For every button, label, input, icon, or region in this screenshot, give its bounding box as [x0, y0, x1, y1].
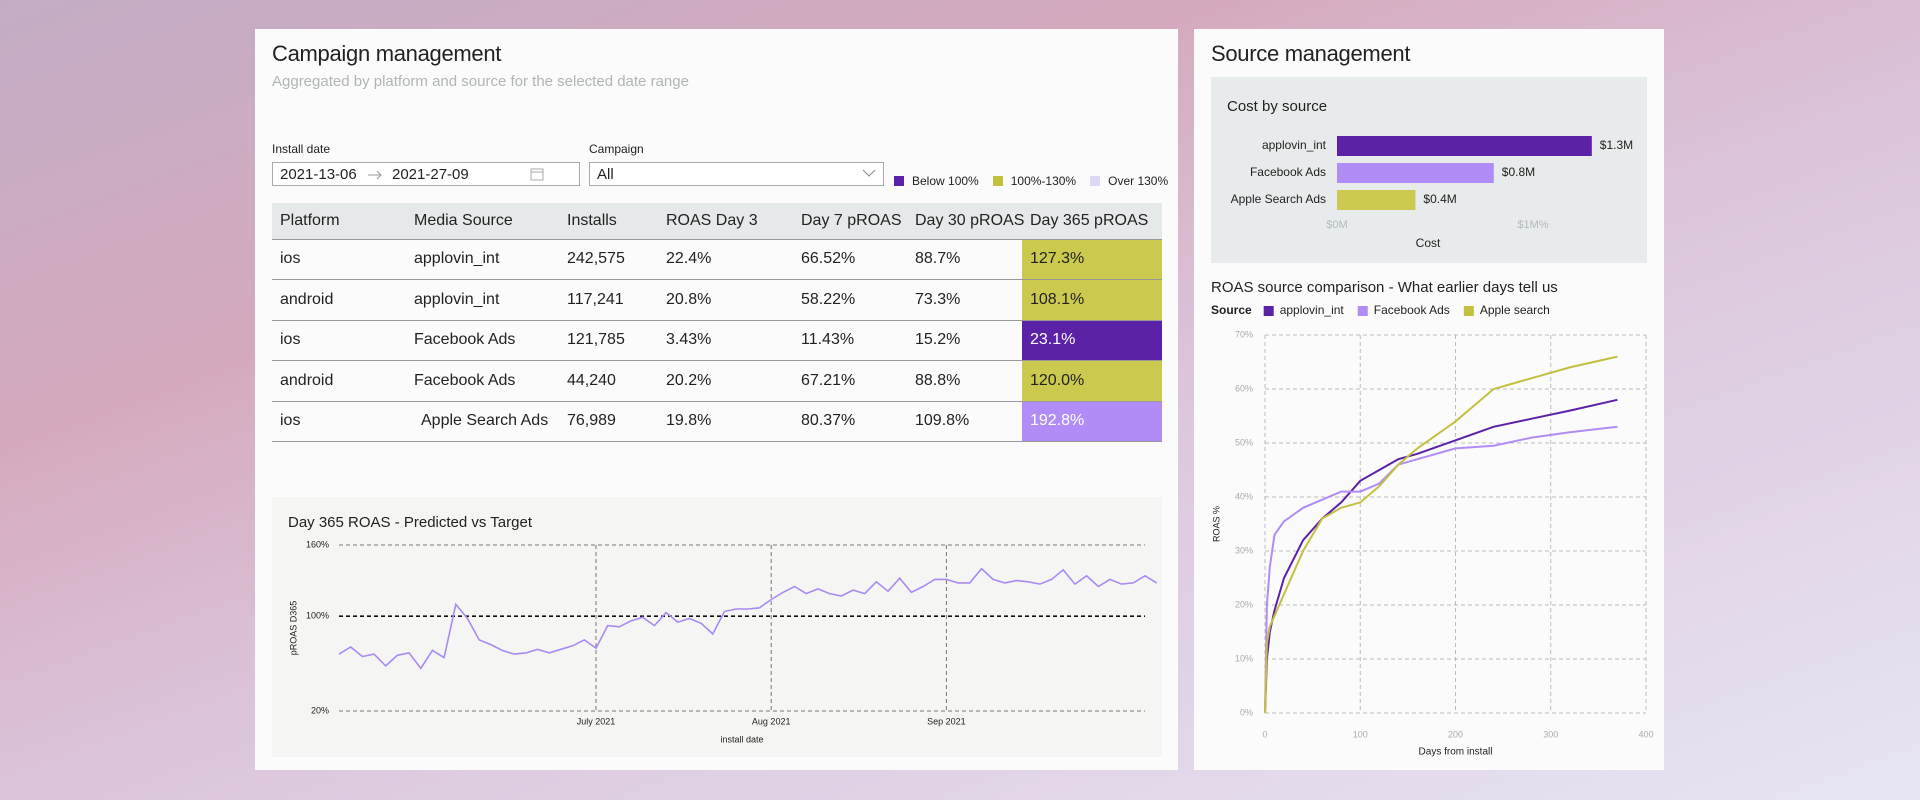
legend-swatch [894, 176, 904, 186]
calendar-icon [530, 168, 544, 181]
campaign-value: All [597, 166, 614, 183]
chart-box [1211, 77, 1647, 263]
legend-swatch [992, 176, 1003, 186]
filter-label: Campaign [589, 142, 644, 156]
chart-box [272, 497, 1162, 757]
table-cell: 23.1% [1022, 320, 1162, 361]
campaign-table: Platform Media Source Installs ROAS Day 3 Da… [272, 203, 1162, 442]
table-cell: 192.8% [1022, 401, 1162, 442]
date-range-input[interactable]: 2021-13-06 2021-27-09 [272, 162, 580, 186]
table-cell: 76,989 [559, 401, 658, 442]
column-header: Day 365 pROAS [1022, 203, 1162, 240]
campaign-table-wrap: Platform Media Source Installs ROAS Day 3 Da… [272, 203, 1162, 442]
campaign-select[interactable]: All [589, 162, 884, 186]
panel-title: Campaign management [272, 41, 502, 66]
color-legend: Below 100% 100%-130% Over 130% [894, 173, 1182, 191]
legend-swatch [1090, 176, 1101, 186]
date-start: 2021-13-06 [280, 166, 357, 183]
table-cell: 108.1% [1022, 279, 1162, 321]
panel-title: Source management [1211, 41, 1411, 66]
column-header: Installs [559, 203, 658, 240]
table-row: android applovin_int 117,241 20.8% 58.22% 73.… [272, 279, 1162, 321]
table-cell: Facebook Ads [406, 320, 559, 361]
arrow-icon [368, 170, 382, 180]
table-cell: 88.7% [907, 239, 1022, 280]
table-cell: 121,785 [559, 320, 658, 361]
table-cell: 20.8% [658, 279, 793, 321]
table-cell: 117,241 [559, 279, 658, 321]
table-cell: android [272, 360, 406, 402]
table-cell: 80.37% [793, 401, 907, 442]
date-end: 2021-27-09 [392, 166, 469, 183]
column-header: Day 30 pROAS [907, 203, 1024, 240]
table-cell: 3.43% [658, 320, 793, 361]
table-cell: android [272, 279, 406, 321]
column-header: Day 7 pROAS [793, 203, 907, 240]
table-cell: 67.21% [793, 360, 907, 402]
table-cell: 20.2% [658, 360, 793, 402]
table-cell: 66.52% [793, 239, 907, 280]
table-cell: 11.43% [793, 320, 907, 361]
column-header: ROAS Day 3 [658, 203, 793, 240]
legend-label: Below 100% [912, 174, 979, 188]
table-cell: 19.8% [658, 401, 793, 442]
table-cell: 242,575 [559, 239, 658, 280]
column-header: Platform [272, 203, 406, 240]
table-cell: 73.3% [907, 279, 1022, 321]
legend-label: 100%-130% [1010, 174, 1077, 188]
table-row: ios Facebook Ads 121,785 3.43% 11.43% 15.2% 23… [272, 320, 1162, 361]
legend-item: Over 130% [1090, 174, 1168, 188]
table-cell: Facebook Ads [406, 360, 559, 402]
table-row: ios Apple Search Ads 76,989 19.8% 80.37% 109.… [272, 401, 1162, 442]
table-cell: 127.3% [1022, 239, 1162, 280]
table-cell: ios [272, 320, 406, 361]
table-cell: applovin_int [406, 239, 559, 280]
table-row: ios applovin_int 242,575 22.4% 66.52% 88.7% 12… [272, 239, 1162, 280]
table-cell: ios [272, 401, 406, 442]
filter-label: Install date [272, 142, 331, 156]
legend-item: Below 100% [894, 174, 979, 188]
table-cell: 22.4% [658, 239, 793, 280]
panel-subtitle: Aggregated by platform and source for th… [272, 73, 689, 90]
table-cell: 58.22% [793, 279, 907, 321]
table-row: android Facebook Ads 44,240 20.2% 67.21% 88.8… [272, 360, 1162, 402]
table-cell: 120.0% [1022, 360, 1162, 402]
column-header: Media Source [406, 203, 559, 240]
table-cell: 44,240 [559, 360, 658, 402]
table-cell: 109.8% [907, 401, 1022, 442]
table-cell: 88.8% [907, 360, 1022, 402]
header-row: Platform Media Source Installs ROAS Day 3 Da… [272, 203, 1162, 240]
table-cell: applovin_int [406, 279, 559, 321]
table-cell: Apple Search Ads [406, 401, 559, 442]
legend-label: Over 130% [1108, 174, 1169, 188]
chevron-icon [862, 169, 876, 177]
legend-item: 100%-130% [992, 174, 1077, 188]
table-cell: 15.2% [907, 320, 1022, 361]
table-cell: ios [272, 239, 406, 280]
